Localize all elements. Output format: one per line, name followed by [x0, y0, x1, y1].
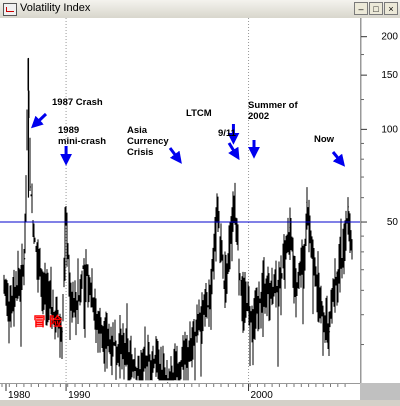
y-tick-label: 200	[381, 32, 398, 43]
x-tick-label: 2000	[251, 390, 274, 401]
x-axis: 1980 1990 2000	[1, 384, 346, 401]
series-point	[121, 350, 124, 352]
x-tick-label: 1980	[8, 390, 31, 401]
series-point	[82, 265, 84, 267]
plot-area[interactable]: 1987 Crash 1989 mini-crash Asia Currency Cris…	[0, 18, 360, 384]
series-point	[131, 365, 133, 367]
annotation-label-6: Now	[314, 134, 335, 145]
series-point	[319, 298, 321, 301]
series-point	[95, 319, 97, 321]
series-point	[18, 281, 20, 283]
series-point	[255, 314, 257, 316]
series-point	[210, 298, 212, 301]
series-point	[88, 276, 90, 279]
series-point	[351, 251, 353, 253]
series-point	[29, 186, 31, 188]
annotation-label-4: 9/11	[218, 128, 237, 139]
series-point	[304, 251, 306, 253]
series-point	[216, 208, 219, 210]
annotation-label-3: LTCM	[186, 108, 212, 119]
series-point	[247, 308, 250, 311]
series-point	[103, 337, 105, 339]
series-point	[279, 281, 282, 283]
series-point	[313, 269, 315, 271]
series-point	[9, 308, 11, 311]
series-point	[140, 373, 142, 375]
series-point	[33, 235, 35, 237]
series-point	[12, 298, 15, 301]
series-point	[185, 358, 188, 360]
chart-app-icon	[3, 3, 17, 16]
series-point	[61, 331, 63, 333]
series-point	[46, 298, 48, 301]
series-point	[289, 226, 291, 229]
annotation-label-2: Asia Currency Crisis	[127, 125, 169, 158]
series-point	[65, 216, 67, 218]
annotation-label-5: Summer of 2002	[248, 100, 298, 122]
series-point	[112, 343, 114, 346]
y-tick-label: 150	[381, 70, 398, 81]
series-point	[200, 319, 203, 321]
title-bar[interactable]: Volatility Index – □ ×	[0, 0, 400, 19]
series-point	[262, 285, 265, 287]
y-tick-label: 100	[381, 124, 398, 135]
annotation-arrow-4	[227, 142, 240, 161]
close-button[interactable]: ×	[384, 2, 398, 15]
x-axis-panel: 1980 1990 2000	[0, 383, 360, 401]
series-point	[148, 358, 150, 360]
annotation-label-1: 1989 mini-crash	[58, 125, 106, 147]
annotation-arrow-0	[30, 112, 48, 129]
series-point	[24, 258, 26, 260]
series-point	[3, 289, 5, 291]
series-point	[306, 201, 308, 203]
series-point	[294, 289, 297, 291]
series-point	[54, 319, 56, 321]
series-point	[240, 289, 242, 291]
annotation-label-0: 1987 Crash	[52, 97, 103, 108]
minimize-button[interactable]: –	[354, 2, 368, 15]
series-point	[157, 365, 159, 367]
maximize-button[interactable]: □	[369, 2, 383, 15]
series-point	[336, 272, 338, 275]
axis-corner	[360, 383, 400, 400]
series-point	[223, 281, 225, 283]
annotation-arrow-6	[331, 151, 346, 167]
series-point	[69, 289, 71, 291]
y-axis-panel: 50 100 150 200	[360, 18, 400, 383]
series-point	[328, 331, 331, 333]
series-point	[341, 258, 344, 260]
y-tick-label: 50	[387, 217, 399, 228]
series-point	[176, 373, 178, 375]
x-tick-label: 1990	[68, 390, 91, 401]
volatility-chart: 1987 Crash 1989 mini-crash Asia Currency Cris…	[0, 18, 360, 384]
series-point	[76, 308, 78, 311]
series-point	[347, 206, 349, 208]
volatility-series-line	[3, 57, 353, 384]
series-point	[193, 337, 195, 339]
series-point	[231, 235, 233, 237]
series-point	[233, 201, 236, 203]
series-point	[39, 272, 41, 275]
series-point	[332, 289, 334, 291]
y-axis: 50 100 150 200	[360, 18, 399, 383]
series-point	[272, 294, 274, 296]
annotation-arrow-2	[168, 147, 182, 164]
window-title: Volatility Index	[20, 2, 91, 14]
watermark-text: 冒险	[33, 314, 65, 329]
